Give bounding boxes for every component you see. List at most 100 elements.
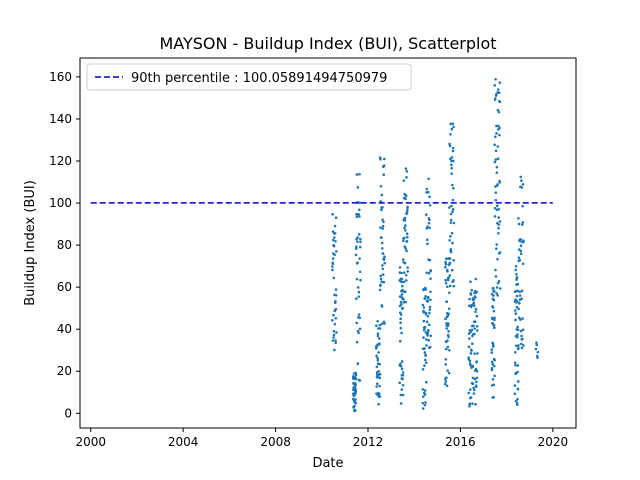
scatter-point [467, 345, 471, 349]
scatter-point [495, 286, 499, 289]
scatter-point [494, 158, 497, 161]
scatter-point [444, 278, 447, 282]
y-tick-label: 60 [57, 280, 72, 294]
scatter-point [378, 362, 381, 366]
scatter-point [357, 295, 361, 298]
scatter-point [429, 298, 432, 302]
scatter-point [518, 290, 522, 294]
scatter-point [446, 369, 449, 372]
scatter-point [492, 395, 495, 399]
scatter-point [519, 244, 523, 248]
scatter-point [467, 304, 471, 308]
scatter-point [428, 305, 432, 309]
scatter-point [333, 224, 337, 228]
scatter-point [472, 304, 476, 308]
scatter-point [498, 126, 501, 130]
scatter-point [354, 371, 358, 375]
scatter-point [495, 132, 498, 135]
scatter-point [492, 364, 496, 368]
scatter-point [473, 352, 476, 355]
scatter-point [472, 301, 476, 305]
scatter-point [332, 333, 336, 337]
scatter-point [468, 337, 471, 340]
scatter-point [331, 339, 335, 342]
scatter-point [449, 218, 453, 222]
scatter-point [358, 201, 362, 205]
scatter-point [469, 388, 472, 391]
scatter-point [452, 186, 455, 190]
scatter-point [355, 321, 359, 325]
scatter-point [331, 257, 335, 260]
scatter-point [400, 277, 404, 281]
scatter-point [356, 362, 360, 365]
scatter-point [424, 330, 428, 334]
scatter-point [493, 206, 497, 210]
scatter-point [517, 217, 520, 220]
scatter-point [355, 297, 358, 301]
scatter-point [447, 322, 450, 325]
scatter-point [355, 215, 359, 219]
scatter-point [379, 277, 383, 281]
scatter-point [470, 328, 474, 332]
scatter-point [421, 407, 425, 410]
scatter-point [490, 360, 494, 364]
scatter-point [475, 369, 479, 373]
scatter-point [332, 276, 336, 280]
scatter-point [447, 307, 451, 311]
scatter-point [493, 160, 497, 164]
scatter-point [332, 336, 335, 339]
scatter-point [451, 122, 455, 126]
scatter-point [444, 260, 447, 264]
scatter-point [376, 320, 379, 323]
scatter-point [402, 298, 405, 301]
scatter-point [403, 245, 407, 248]
scatter-point [428, 195, 431, 199]
scatter-point [379, 226, 382, 229]
scatter-point [451, 159, 455, 163]
scatter-point [377, 369, 381, 373]
scatter-point [497, 223, 501, 226]
scatter-point [468, 402, 472, 405]
scatter-point [427, 323, 431, 327]
scatter-point [357, 233, 361, 236]
scatter-point [406, 208, 409, 211]
x-tick-label: 2012 [353, 435, 384, 449]
scatter-point [497, 231, 500, 235]
scatter-point [443, 265, 447, 269]
scatter-point [517, 307, 520, 311]
scatter-point [468, 359, 472, 363]
scatter-point [521, 183, 525, 186]
scatter-point [475, 324, 479, 328]
scatter-point [450, 156, 454, 159]
scatter-point [519, 329, 523, 333]
scatter-point [448, 257, 452, 260]
scatter-point [333, 236, 336, 239]
scatter-point [497, 207, 501, 211]
scatter-point [469, 352, 473, 355]
scatter-point [333, 322, 337, 326]
scatter-point [497, 226, 500, 230]
scatter-point [376, 356, 379, 360]
scatter-point [495, 292, 498, 295]
scatter-point [469, 280, 472, 284]
scatter-point [520, 342, 523, 346]
scatter-point [494, 275, 498, 278]
scatter-point [518, 301, 521, 305]
scatter-point [404, 194, 408, 197]
scatter-point [355, 245, 358, 248]
scatter-point [399, 365, 403, 368]
scatter-point [492, 343, 495, 347]
scatter-point [358, 245, 362, 249]
scatter-point [491, 362, 495, 366]
scatter-point [521, 221, 525, 224]
scatter-point [381, 252, 385, 255]
scatter-point [379, 157, 382, 161]
scatter-point [474, 310, 477, 314]
scatter-point [517, 344, 520, 347]
scatter-point [514, 264, 518, 268]
scatter-point [443, 382, 447, 386]
scatter-point [515, 403, 519, 406]
scatter-point [519, 318, 522, 321]
scatter-point [400, 280, 403, 284]
scatter-point [426, 314, 430, 318]
